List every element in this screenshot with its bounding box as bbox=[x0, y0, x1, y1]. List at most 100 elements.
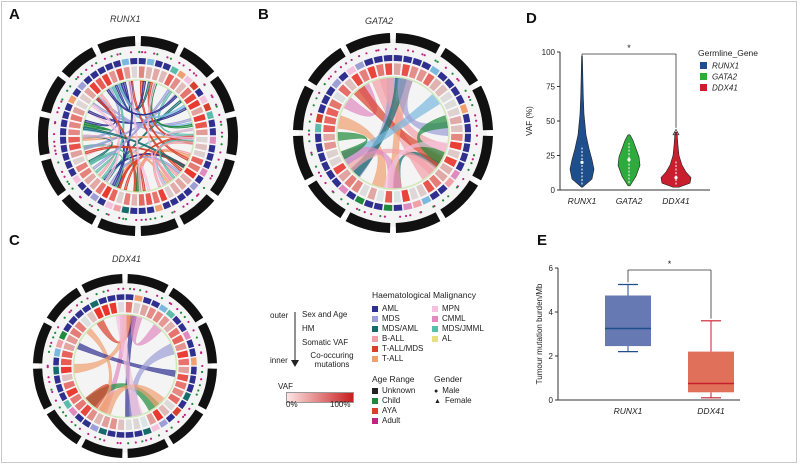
circos-age-dot bbox=[379, 214, 382, 218]
circos-chord bbox=[417, 115, 448, 164]
circos-age-dot bbox=[48, 380, 51, 384]
circos-vaf-segment bbox=[74, 99, 89, 111]
circos-hm-segment bbox=[190, 357, 197, 366]
circos-hm-segment bbox=[203, 160, 212, 170]
circos-chord bbox=[128, 81, 142, 192]
circos-age-dot bbox=[455, 186, 459, 189]
circos-age-dot bbox=[160, 297, 164, 300]
circos-vaf-segment bbox=[100, 415, 111, 429]
circos-hm-segment bbox=[346, 190, 357, 201]
circos-chord bbox=[101, 85, 125, 180]
circos-vaf-segment bbox=[366, 186, 378, 201]
ring-arrow-icon bbox=[291, 312, 299, 367]
circos-hm-segment bbox=[146, 206, 155, 214]
circos-hm-segment bbox=[338, 184, 349, 195]
circos-age-dot bbox=[58, 406, 61, 409]
circos-hm-segment bbox=[89, 192, 100, 202]
circos-age-dot bbox=[475, 124, 478, 127]
malignancy-legend-label: B-ALL bbox=[382, 334, 405, 343]
age-legend-swatch bbox=[372, 387, 378, 394]
circos-vaf-segment bbox=[439, 162, 454, 176]
circos-chord bbox=[77, 343, 176, 377]
circos-hm-segment bbox=[208, 144, 216, 153]
circos-age-dot bbox=[90, 64, 94, 67]
y-axis-label: Tumour mutation burden/Mb bbox=[536, 283, 544, 384]
circos-age-dot bbox=[444, 66, 447, 69]
circos-outer-segment bbox=[226, 116, 238, 156]
circos-vaf-segment bbox=[322, 124, 336, 133]
circos-hm-segment bbox=[165, 413, 176, 423]
malignancy-legend-swatch bbox=[432, 315, 438, 322]
circos-age-dot bbox=[139, 289, 142, 292]
malignancy-legend-swatch bbox=[372, 305, 378, 312]
circos-vaf-segment bbox=[167, 326, 181, 340]
age-legend-label: Adult bbox=[382, 416, 401, 425]
circos-hm-segment bbox=[437, 184, 448, 195]
circos-age-dot bbox=[195, 74, 198, 77]
circos-hm-segment bbox=[158, 304, 169, 314]
circos-age-dot bbox=[220, 131, 224, 134]
circos-vaf-segment bbox=[145, 412, 157, 426]
circos-vaf-segment bbox=[144, 66, 154, 80]
malignancy-legend-label: T-ALL/MDS bbox=[382, 344, 424, 353]
circos-chord bbox=[131, 315, 162, 346]
circos-vaf-segment bbox=[62, 341, 76, 352]
age-legend-item: AYA bbox=[372, 406, 415, 416]
violin-median-point bbox=[674, 175, 678, 180]
circos-age-dot bbox=[365, 52, 368, 55]
circos-hm-segment bbox=[183, 75, 193, 85]
circos-age-dot bbox=[442, 199, 445, 202]
circos-hm-segment bbox=[107, 294, 116, 302]
ring-item-sex-age: Sex and Age bbox=[302, 310, 348, 319]
circos-hm-segment bbox=[412, 199, 423, 209]
circos-hm-segment bbox=[346, 65, 357, 76]
circos-age-dot bbox=[86, 297, 89, 300]
circos-hm-segment bbox=[64, 102, 73, 112]
circos-vaf-segment bbox=[79, 403, 93, 418]
circos-age-dot bbox=[209, 177, 212, 180]
circos-vaf-segment bbox=[428, 174, 443, 189]
circos-vaf-segment bbox=[439, 90, 454, 104]
violin-median-point bbox=[627, 158, 631, 162]
circos-age-dot bbox=[54, 121, 57, 124]
circos-vaf-segment bbox=[115, 67, 125, 82]
malignancy-legend-item: AL bbox=[432, 334, 484, 344]
circos-vaf-segment bbox=[125, 418, 134, 431]
age-legend-item: Unknown bbox=[372, 386, 415, 396]
circos-hm-segment bbox=[154, 204, 164, 212]
circos-hm-segment bbox=[77, 81, 87, 91]
y-axis-label: VAF (%) bbox=[525, 106, 534, 136]
circos-age-dot bbox=[334, 70, 337, 73]
box-ddx41 bbox=[688, 351, 734, 393]
circos-hm-segment bbox=[172, 406, 182, 417]
circos-hm-segment bbox=[206, 152, 214, 162]
circos-age-dot bbox=[471, 103, 474, 107]
box-chart-tmb: 0 2 4 6 Tumour mutation burden/Mb RUNX1 DDX41 * bbox=[536, 259, 740, 416]
circos-hm-segment bbox=[190, 366, 197, 375]
circos-hm-segment bbox=[53, 357, 60, 366]
circos-age-dot bbox=[179, 311, 183, 314]
circos-vaf-segment bbox=[71, 155, 86, 167]
circos-hm-segment bbox=[450, 86, 461, 97]
ring-item-somatic-vaf: Somatic VAF bbox=[302, 338, 349, 347]
circos-inner-ring bbox=[336, 76, 450, 190]
circos-hm-segment bbox=[393, 204, 403, 211]
circos-outer-segment bbox=[46, 287, 82, 323]
violin-legend-label: DDX41 bbox=[712, 84, 738, 93]
circos-vaf-segment bbox=[163, 185, 175, 200]
circos-age-dot bbox=[195, 393, 198, 396]
violin-median-point bbox=[580, 160, 584, 164]
circos-hm-segment bbox=[60, 136, 67, 144]
circos-hm-segment bbox=[68, 95, 77, 105]
circos-hm-segment bbox=[112, 204, 122, 212]
circos-age-dot bbox=[457, 79, 460, 82]
panel-d-label: D bbox=[526, 10, 537, 27]
circos-age-dot bbox=[64, 414, 68, 417]
circos-hm-segment bbox=[150, 423, 161, 433]
age-legend-swatch bbox=[372, 407, 378, 414]
circos-chord bbox=[383, 141, 448, 189]
y-tick-label: 0 bbox=[549, 396, 554, 405]
circos-hm-segment bbox=[325, 169, 336, 180]
circos-vaf-segment bbox=[151, 408, 165, 422]
age-gender-legend: Age Range Unknown Child AYA Adult Gender ● M… bbox=[372, 374, 522, 434]
